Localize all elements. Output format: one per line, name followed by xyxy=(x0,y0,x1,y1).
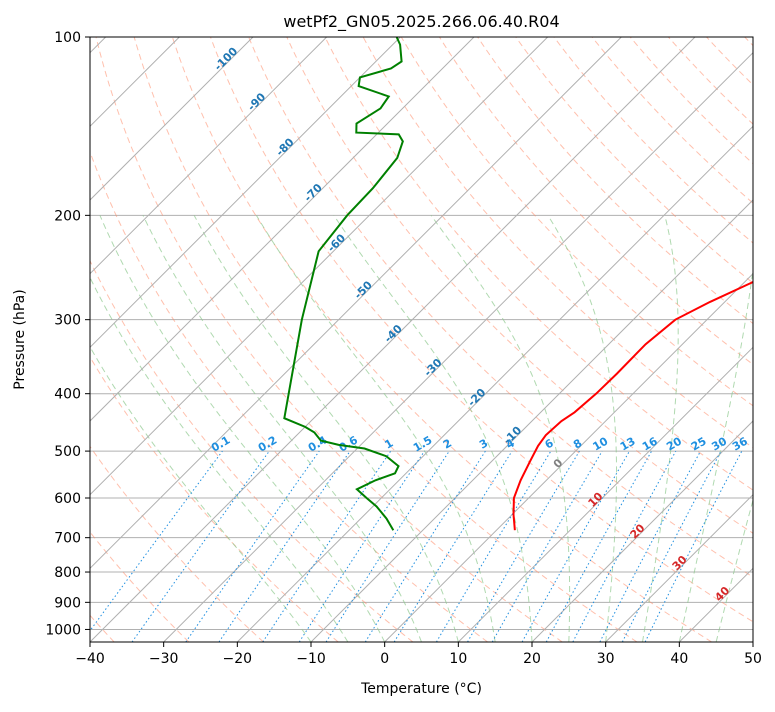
dry-adiabat-line xyxy=(20,37,413,642)
isotherm-label: -30 xyxy=(421,356,444,379)
isotherm-line xyxy=(385,37,775,642)
dry-adiabat-line xyxy=(0,37,338,642)
isotherm-line xyxy=(679,37,775,642)
mixing-ratio-line xyxy=(573,451,676,642)
isotherm-label: -70 xyxy=(302,181,325,204)
mixing-ratio-label: 2 xyxy=(441,437,454,452)
dry-adiabat-line xyxy=(745,37,775,642)
moist-adiabat-line xyxy=(194,215,458,642)
mixing-ratio-line xyxy=(299,451,424,642)
isotherm-line xyxy=(0,37,474,642)
mixing-ratio-line xyxy=(219,451,350,642)
isotherm-label: 10 xyxy=(586,490,606,510)
y-tick-label: 1000 xyxy=(45,622,81,638)
x-tick-label: 30 xyxy=(597,651,615,667)
dry-adiabat-line xyxy=(554,37,775,642)
x-tick-label: 0 xyxy=(380,651,389,667)
mixing-ratio-label: 6 xyxy=(543,436,556,451)
isotherm-line xyxy=(16,37,621,642)
x-tick-label: −40 xyxy=(75,651,105,667)
mixing-ratio-line xyxy=(436,451,550,642)
dry-adiabat-line xyxy=(592,37,775,642)
axis-ticks: −40 −30 −20 −10 0 10 20 30 40 50 100 200 300 400 500 60… xyxy=(45,30,762,667)
y-tick-label: 300 xyxy=(54,313,81,329)
x-axis-label: Temperature (°C) xyxy=(360,681,482,697)
isotherm-line xyxy=(753,37,775,642)
isotherm-label: -40 xyxy=(382,322,405,345)
isotherm-label: 40 xyxy=(712,584,732,604)
y-tick-label: 400 xyxy=(54,387,81,403)
dry-adiabat-line xyxy=(0,37,189,642)
x-tick-label: 20 xyxy=(523,651,541,667)
moist-adiabat-line xyxy=(256,215,495,642)
y-tick-label: 900 xyxy=(54,595,81,611)
dry-adiabat-line xyxy=(668,37,775,642)
isotherm-label: -100 xyxy=(212,44,241,73)
dry-adiabat-line xyxy=(0,37,264,642)
y-tick-label: 100 xyxy=(54,30,81,46)
y-tick-label: 200 xyxy=(54,208,81,224)
isotherm-line xyxy=(311,37,775,642)
isotherm-label: -50 xyxy=(352,278,375,301)
x-tick-label: 40 xyxy=(670,651,688,667)
isotherm-label: -80 xyxy=(273,135,296,158)
mixing-ratio-line xyxy=(82,451,223,642)
dewpoint-profile xyxy=(284,37,403,530)
x-tick-label: 10 xyxy=(449,651,467,667)
isotherm-line xyxy=(0,37,253,642)
isotherm-line xyxy=(237,37,775,642)
isotherm-label: -90 xyxy=(245,90,268,113)
mixing-ratio-line xyxy=(263,451,391,642)
mixing-ratio-line xyxy=(365,451,485,642)
y-axis-label: Pressure (hPa) xyxy=(12,289,28,389)
isotherm-line xyxy=(0,37,400,642)
x-tick-label: −30 xyxy=(149,651,179,667)
dry-adiabat-line xyxy=(707,37,775,642)
plot-frame xyxy=(90,37,753,642)
y-tick-label: 800 xyxy=(54,565,81,581)
x-tick-label: −10 xyxy=(296,651,326,667)
x-tick-label: 50 xyxy=(744,651,762,667)
y-tick-label: 600 xyxy=(54,491,81,507)
isotherm-line xyxy=(458,37,775,642)
isotherm-line xyxy=(0,37,327,642)
mixing-ratio-line xyxy=(600,451,701,642)
y-tick-label: 500 xyxy=(54,444,81,460)
isotherm-label: -60 xyxy=(325,231,348,254)
mixing-ratio-line xyxy=(326,451,449,642)
isotherm-label: 20 xyxy=(628,521,648,541)
mixing-ratio-line xyxy=(468,451,580,642)
chart-title: wetPf2_GN05.2025.266.06.40.R04 xyxy=(283,12,559,32)
mixing-ratio-line xyxy=(522,451,629,642)
x-tick-label: −20 xyxy=(223,651,253,667)
y-tick-label: 700 xyxy=(54,531,81,547)
dry-adiabat-line xyxy=(516,37,775,642)
isotherm-label: -20 xyxy=(465,386,488,409)
dry-adiabat-line xyxy=(58,37,488,642)
